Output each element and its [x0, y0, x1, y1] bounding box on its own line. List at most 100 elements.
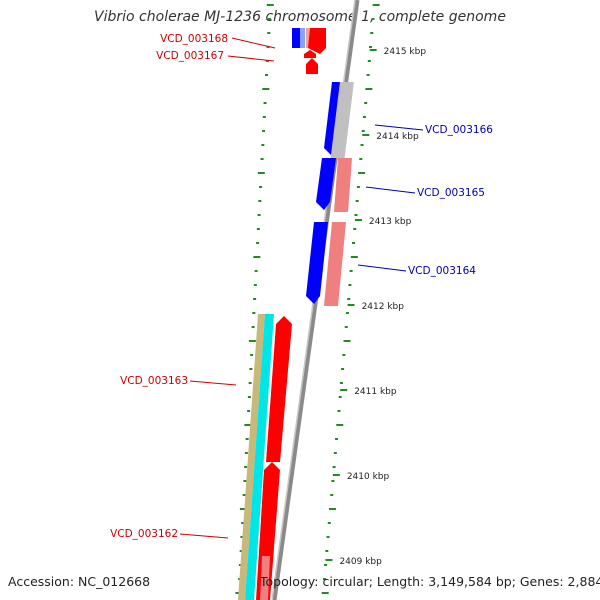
ring-tick — [248, 382, 252, 384]
ring-tick — [347, 298, 351, 300]
forward-cds-top[interactable] — [292, 28, 300, 48]
ring-tick — [250, 354, 254, 356]
ring-tick — [332, 466, 336, 468]
ring-tick — [342, 354, 346, 356]
ring-tick — [256, 242, 260, 244]
gene-label-vcd-003167[interactable]: VCD_003167 — [156, 50, 224, 62]
forward-cds-vcd-003164[interactable] — [306, 222, 328, 304]
kbp-label: 2409 kbp — [339, 557, 382, 567]
forward-rna-top[interactable] — [300, 28, 305, 48]
kbp-tick — [362, 134, 370, 136]
ring-tick — [266, 46, 270, 48]
ring-tick — [260, 158, 264, 160]
ring-tick — [352, 242, 356, 244]
kbp-label: 2412 kbp — [362, 302, 405, 312]
ring-tick — [240, 536, 244, 538]
ring-tick — [247, 410, 251, 412]
ring-tick — [371, 18, 375, 20]
ring-tick — [354, 214, 358, 216]
inner-tick-ring — [321, 4, 380, 594]
cyan-track-vcd-003163 — [245, 314, 274, 600]
ring-tick — [244, 452, 248, 454]
ring-tick — [362, 116, 366, 118]
gene-leader-line — [231, 37, 276, 49]
reverse-cds-vcd-003167[interactable] — [306, 58, 318, 74]
ring-tick — [265, 60, 269, 62]
feature-cluster-reverse — [238, 314, 292, 600]
gene-label-vcd-003165[interactable]: VCD_003165 — [417, 187, 485, 199]
ring-tick — [338, 396, 342, 398]
gene-label-vcd-003163[interactable]: VCD_003163 — [120, 375, 188, 387]
ring-tick — [262, 116, 266, 118]
forward-rna-vcd-003165[interactable] — [334, 158, 352, 212]
forward-cds-vcd-003165[interactable] — [316, 158, 336, 210]
ring-tick — [367, 60, 371, 62]
ring-tick — [361, 130, 365, 132]
kbp-label: 2413 kbp — [369, 217, 412, 227]
reverse-cds-vcd-003168[interactable] — [304, 50, 316, 58]
ring-tick — [247, 396, 251, 398]
ring-tick — [365, 88, 373, 90]
ring-tick — [337, 410, 341, 412]
kbp-tick — [347, 304, 355, 306]
ring-tick — [344, 326, 348, 328]
ring-tick — [370, 32, 374, 34]
feature-cluster-forward — [306, 82, 354, 306]
ring-tick — [364, 102, 368, 104]
ring-tick — [369, 46, 373, 48]
reverse-cds-top[interactable] — [308, 28, 326, 54]
ring-tick — [327, 522, 331, 524]
ring-tick — [252, 312, 256, 314]
kbp-label: 2415 kbp — [384, 47, 427, 57]
ring-tick — [253, 256, 261, 258]
ring-tick — [238, 564, 242, 566]
kbp-tick — [332, 474, 340, 476]
gene-leader-line — [227, 55, 275, 62]
ring-tick — [254, 270, 258, 272]
ring-tick — [339, 382, 343, 384]
ring-tick — [244, 466, 248, 468]
ring-tick — [253, 298, 257, 300]
ring-tick — [257, 214, 261, 216]
ring-tick — [331, 480, 335, 482]
ring-tick — [360, 144, 364, 146]
ring-tick — [348, 284, 352, 286]
map-title: Vibrio cholerae MJ-1236 chromosome 1, co… — [94, 9, 506, 25]
gene-label-vcd-003164[interactable]: VCD_003164 — [408, 265, 476, 277]
gene-label-vcd-003168[interactable]: VCD_003168 — [160, 33, 228, 45]
ring-tick — [330, 494, 334, 496]
ring-tick — [267, 32, 271, 34]
ring-tick — [372, 4, 380, 6]
ring-tick — [355, 200, 359, 202]
ring-tick — [333, 452, 337, 454]
ring-tick — [324, 564, 328, 566]
ring-tick — [322, 578, 326, 580]
kbp-label: 2414 kbp — [376, 132, 419, 142]
ring-tick — [353, 228, 357, 230]
ring-tick — [356, 186, 360, 188]
ring-tick — [341, 368, 345, 370]
ring-tick — [243, 480, 247, 482]
gene-label-vcd-003166[interactable]: VCD_003166 — [425, 124, 493, 136]
ring-tick — [251, 326, 255, 328]
reverse-cds-vcd-003163[interactable] — [266, 316, 292, 462]
outer-tick-ring — [235, 4, 274, 594]
ring-tick — [359, 158, 363, 160]
ring-tick — [257, 172, 265, 174]
ring-tick — [248, 340, 256, 342]
gene-leader-line — [365, 186, 416, 194]
gene-leader-line — [357, 264, 407, 272]
ring-tick — [343, 340, 351, 342]
ring-tick — [242, 494, 246, 496]
ring-tick — [358, 172, 366, 174]
genome-summary-text: Topology: circular; Length: 3,149,584 bp… — [260, 574, 600, 589]
ring-tick — [268, 18, 272, 20]
ring-tick — [239, 550, 243, 552]
gene-label-vcd-003162[interactable]: VCD_003162 — [110, 528, 178, 540]
ring-tick — [336, 424, 344, 426]
ring-tick — [241, 522, 245, 524]
forward-rna-vcd-003164[interactable] — [324, 222, 346, 306]
ring-tick — [258, 200, 262, 202]
ring-tick — [265, 74, 269, 76]
